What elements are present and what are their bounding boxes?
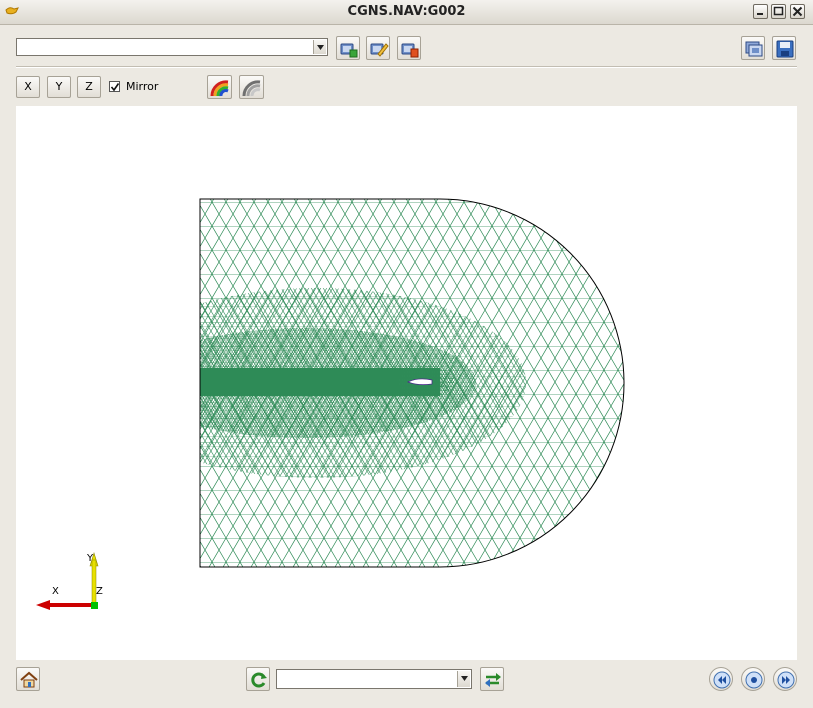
close-icon [792, 6, 803, 17]
path-combo[interactable] [16, 38, 328, 56]
minimize-button[interactable] [753, 4, 768, 19]
home-icon [20, 671, 38, 688]
domain-boundary [199, 198, 625, 568]
axis-x-label: X [52, 586, 59, 597]
stop-icon [745, 671, 763, 689]
chevron-down-icon [317, 45, 324, 50]
previous-icon [713, 671, 731, 689]
mirror-checkbox[interactable] [109, 81, 120, 92]
previous-button[interactable] [709, 667, 733, 691]
tree-add-icon [340, 43, 358, 58]
view-y-button[interactable]: Y [47, 76, 71, 98]
snapshot-button[interactable] [741, 36, 765, 60]
next-icon [777, 671, 795, 689]
path-combo-arrow[interactable] [313, 40, 326, 54]
view-z-button[interactable]: Z [77, 76, 101, 98]
home-button[interactable] [16, 667, 40, 691]
window-title: CGNS.NAV:G002 [347, 4, 466, 19]
selection-combo-arrow[interactable] [457, 671, 470, 687]
tree-remove-icon [401, 43, 419, 58]
cycle-button[interactable] [480, 667, 504, 691]
tree-add-button[interactable] [336, 36, 360, 60]
chevron-down-icon [461, 676, 468, 681]
app-icon [4, 4, 22, 20]
mesh-canvas[interactable]: Y Z X [16, 106, 797, 660]
toolbar-separator [16, 66, 797, 68]
save-icon [776, 40, 794, 58]
next-button[interactable] [773, 667, 797, 691]
save-button[interactable] [772, 36, 796, 60]
tree-remove-button[interactable] [397, 36, 421, 60]
airfoil-shape [407, 378, 433, 386]
maximize-icon [773, 6, 784, 16]
close-button[interactable] [790, 4, 805, 19]
surface-mode-button[interactable] [239, 75, 264, 99]
color-rainbow-icon [210, 80, 229, 97]
selection-combo[interactable] [276, 669, 472, 689]
axis-z-label: Z [96, 586, 103, 597]
check-icon [110, 83, 120, 92]
minimize-icon [757, 13, 763, 15]
mirror-label: Mirror [126, 80, 159, 93]
edit-button[interactable] [366, 36, 390, 60]
axis-y-label: Y [86, 553, 94, 564]
snapshot-icon [745, 41, 763, 57]
cycle-icon [485, 673, 501, 687]
refresh-button[interactable] [246, 667, 270, 691]
edit-icon [370, 43, 389, 57]
grey-surface-icon [242, 80, 261, 97]
mesh-grid [200, 199, 624, 567]
refresh-icon [251, 672, 267, 688]
maximize-button[interactable] [771, 4, 786, 19]
title-bar: CGNS.NAV:G002 [0, 0, 813, 25]
color-mode-button[interactable] [207, 75, 232, 99]
view-x-button[interactable]: X [16, 76, 40, 98]
axis-triad: Y Z X [36, 551, 103, 610]
mesh-viewport[interactable]: Y Z X [16, 106, 797, 660]
stop-button[interactable] [741, 667, 765, 691]
